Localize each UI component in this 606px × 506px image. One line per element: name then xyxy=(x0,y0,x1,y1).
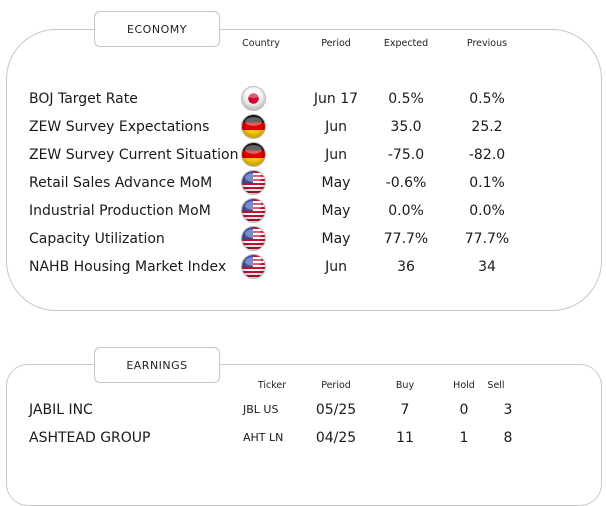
indicator-previous: 0.1% xyxy=(469,175,505,191)
indicator-period: Jun xyxy=(325,147,347,163)
rating-hold: 0 xyxy=(459,402,469,418)
company-name: ASHTEAD GROUP xyxy=(29,430,151,446)
header-buy: Buy xyxy=(395,380,415,391)
indicator-name: Capacity Utilization xyxy=(29,231,165,247)
japan-flag-icon xyxy=(241,86,266,111)
usa-flag-icon xyxy=(241,198,266,223)
rating-sell: 8 xyxy=(503,430,513,446)
earnings-period: 05/25 xyxy=(315,402,357,418)
indicator-expected: 0.0% xyxy=(388,203,424,219)
indicator-name: BOJ Target Rate xyxy=(29,91,138,107)
usa-flag-icon xyxy=(241,254,266,279)
usa-flag-icon xyxy=(241,226,266,251)
indicator-name: ZEW Survey Expectations xyxy=(29,119,210,135)
header-expected: Expected xyxy=(383,38,429,49)
indicator-previous: 77.7% xyxy=(464,231,510,247)
rating-hold: 1 xyxy=(459,430,469,446)
header-period: Period xyxy=(321,38,351,49)
indicator-period: May xyxy=(321,231,351,247)
economy-row: BOJ Target Rate Jun 17 0.5% 0.5% xyxy=(0,85,606,113)
economy-section-title: ECONOMY xyxy=(94,11,220,47)
rating-buy: 11 xyxy=(396,430,414,446)
indicator-period: Jun xyxy=(325,259,347,275)
indicator-expected: -75.0 xyxy=(387,147,425,163)
indicator-expected: 35.0 xyxy=(390,119,422,135)
indicator-previous: 0.0% xyxy=(469,203,505,219)
indicator-name: Retail Sales Advance MoM xyxy=(29,175,213,191)
indicator-name: Industrial Production MoM xyxy=(29,203,211,219)
earnings-panel xyxy=(6,364,602,506)
earnings-row: JABIL INC JBL US 05/25 7 0 3 xyxy=(0,396,606,424)
usa-flag-icon xyxy=(241,170,266,195)
indicator-name: ZEW Survey Current Situation xyxy=(29,147,239,163)
company-name: JABIL INC xyxy=(29,402,93,418)
economy-row: ZEW Survey Expectations Jun 35.0 25.2 xyxy=(0,113,606,141)
indicator-period: Jun xyxy=(325,119,347,135)
indicator-expected: 77.7% xyxy=(383,231,429,247)
economy-row: Industrial Production MoM May 0.0% 0.0% xyxy=(0,197,606,225)
indicator-previous: -82.0 xyxy=(468,147,506,163)
earnings-period: 04/25 xyxy=(315,430,357,446)
header-country: Country xyxy=(242,38,280,49)
rating-buy: 7 xyxy=(400,402,410,418)
indicator-name: NAHB Housing Market Index xyxy=(29,259,227,275)
indicator-period: Jun 17 xyxy=(313,91,359,107)
company-ticker: AHT LN xyxy=(243,431,284,444)
earnings-row: ASHTEAD GROUP AHT LN 04/25 11 1 8 xyxy=(0,424,606,452)
economy-row: Retail Sales Advance MoM May -0.6% 0.1% xyxy=(0,169,606,197)
company-ticker: JBL US xyxy=(243,403,279,416)
economy-row: ZEW Survey Current Situation Jun -75.0 -82.… xyxy=(0,141,606,169)
economy-row: Capacity Utilization May 77.7% 77.7% xyxy=(0,225,606,253)
indicator-period: May xyxy=(321,175,351,191)
indicator-period: May xyxy=(321,203,351,219)
germany-flag-icon xyxy=(241,142,266,167)
economy-panel xyxy=(6,29,602,311)
rating-sell: 3 xyxy=(503,402,513,418)
earnings-section-title: EARNINGS xyxy=(94,347,220,383)
indicator-previous: 34 xyxy=(478,259,496,275)
economy-row: NAHB Housing Market Index Jun 36 34 xyxy=(0,253,606,281)
germany-flag-icon xyxy=(241,114,266,139)
indicator-previous: 0.5% xyxy=(469,91,505,107)
header-previous: Previous xyxy=(466,38,508,49)
indicator-previous: 25.2 xyxy=(471,119,503,135)
header-sell: Sell xyxy=(487,380,505,391)
header-ticker: Ticker xyxy=(257,380,287,391)
indicator-expected: 36 xyxy=(397,259,415,275)
header-hold: Hold xyxy=(453,380,475,391)
indicator-expected: -0.6% xyxy=(385,175,427,191)
header-earnings-period: Period xyxy=(321,380,351,391)
indicator-expected: 0.5% xyxy=(388,91,424,107)
